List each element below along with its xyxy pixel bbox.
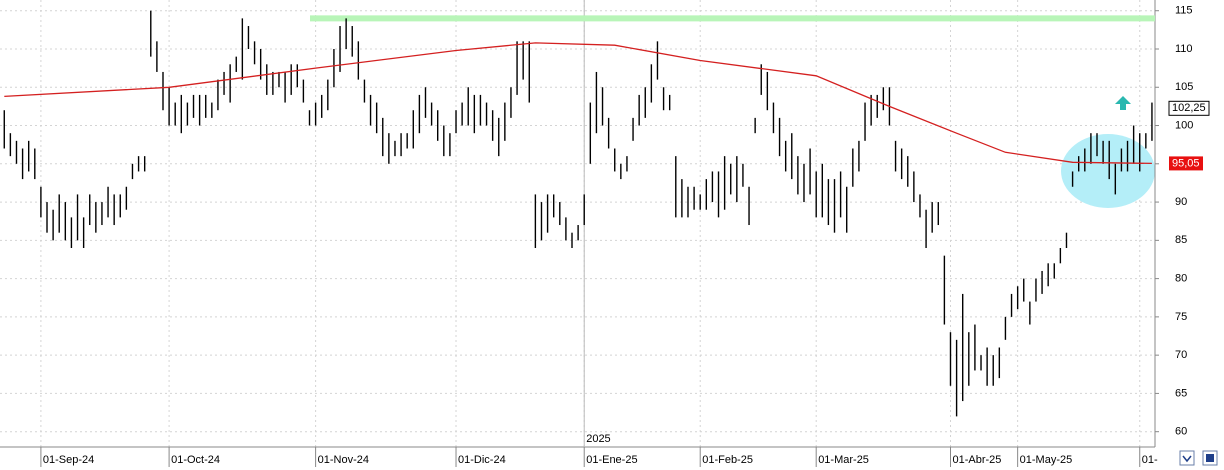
x-tick-label: 01-Nov-24 — [318, 454, 369, 466]
x-tick-label: 01-Dic-24 — [458, 454, 506, 466]
x-tick-label: 01-Abr-25 — [952, 454, 1001, 466]
y-tick-label: 85 — [1175, 234, 1187, 246]
highlight-ellipse — [1061, 134, 1155, 208]
x-tick-label: 01- — [1142, 454, 1158, 466]
year-label: 2025 — [586, 433, 610, 445]
y-tick-label: 90 — [1175, 196, 1187, 208]
x-tick-label: 01-Mar-25 — [818, 454, 869, 466]
x-tick-label: 01-May-25 — [1020, 454, 1073, 466]
y-tick-label: 75 — [1175, 311, 1187, 323]
ma-price-label: 95,05 — [1172, 157, 1200, 169]
x-tick-label: 01-Sep-24 — [43, 454, 94, 466]
last-price-label: 102,25 — [1172, 102, 1206, 114]
y-tick-label: 105 — [1175, 81, 1193, 93]
x-tick-label: 01-Oct-24 — [171, 454, 220, 466]
x-tick-label: 01-Ene-25 — [586, 454, 637, 466]
ma-price-box — [1169, 156, 1203, 171]
y-tick-label: 65 — [1175, 387, 1187, 399]
y-tick-label: 115 — [1175, 5, 1193, 17]
y-tick-label: 70 — [1175, 349, 1187, 361]
last-price-box — [1168, 100, 1210, 116]
scroll-icon — [1182, 455, 1192, 463]
x-tick-label: 01-Feb-25 — [702, 454, 753, 466]
y-tick-label: 80 — [1175, 273, 1187, 285]
save-icon — [1206, 454, 1214, 462]
y-tick-label: 100 — [1175, 119, 1193, 131]
y-tick-label: 60 — [1175, 426, 1187, 438]
y-tick-label: 110 — [1175, 43, 1193, 55]
moving-average — [4, 42, 1152, 165]
up-arrow — [1115, 96, 1131, 110]
scroll-button[interactable] — [1179, 450, 1195, 466]
